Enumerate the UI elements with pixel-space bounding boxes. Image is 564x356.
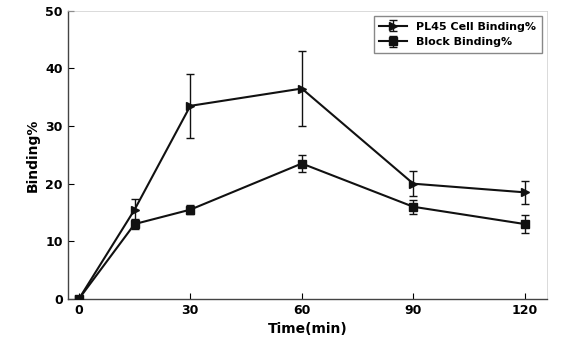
Legend: PL45 Cell Binding%, Block Binding%: PL45 Cell Binding%, Block Binding%	[374, 16, 541, 53]
X-axis label: Time(min): Time(min)	[267, 323, 347, 336]
Y-axis label: Binding%: Binding%	[26, 118, 40, 192]
